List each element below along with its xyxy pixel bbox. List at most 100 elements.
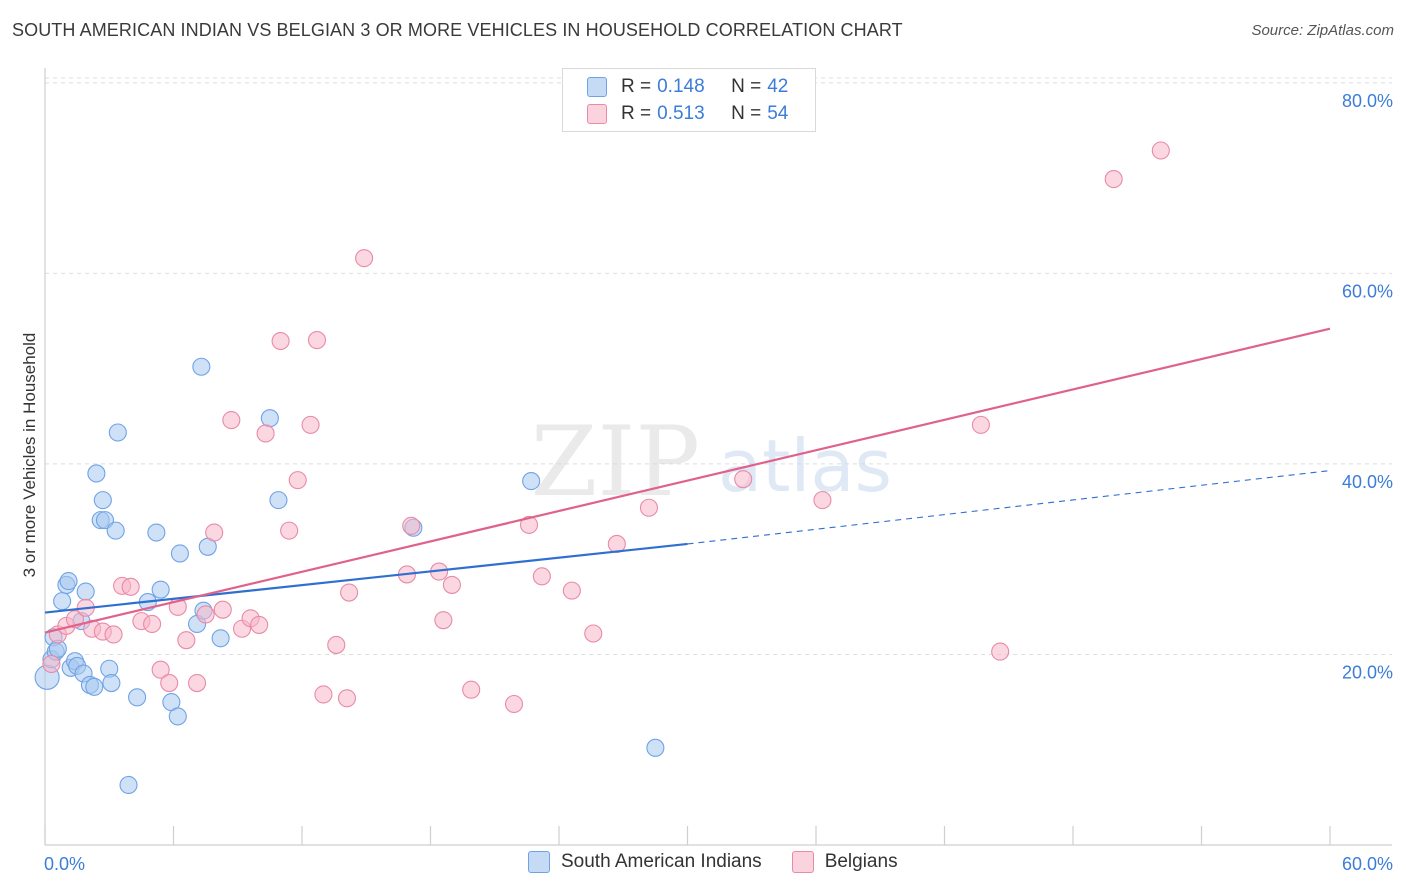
watermark-zip: ZIP bbox=[531, 406, 700, 518]
legend-r-label: R = bbox=[621, 76, 652, 97]
legend-n-value: 42 bbox=[767, 76, 789, 97]
data-point bbox=[504, 694, 524, 714]
trend-lines bbox=[44, 327, 1331, 634]
legend-swatch-blue bbox=[587, 77, 607, 97]
correlation-legend: R = 0.148 N = 42 R = 0.513 N = 54 bbox=[562, 68, 816, 132]
data-point bbox=[76, 582, 95, 601]
series-belgians bbox=[42, 141, 1170, 714]
data-point bbox=[53, 592, 72, 611]
legend-n-label: N = bbox=[731, 76, 762, 97]
data-point bbox=[280, 521, 299, 540]
legend-item-south-american-indians: South American Indians bbox=[528, 851, 762, 873]
data-point bbox=[532, 567, 551, 586]
data-point bbox=[108, 423, 127, 442]
data-point bbox=[143, 614, 162, 634]
legend-swatch-pink bbox=[791, 851, 814, 873]
legend-r-value: 0.513 bbox=[657, 103, 705, 124]
data-point bbox=[151, 580, 170, 599]
data-point bbox=[93, 491, 112, 510]
gridlines bbox=[45, 77, 1392, 655]
legend-r-label: R = bbox=[621, 103, 652, 124]
data-point bbox=[562, 581, 581, 600]
data-point bbox=[327, 635, 346, 654]
data-point bbox=[256, 424, 275, 443]
data-point bbox=[85, 677, 104, 696]
axes bbox=[44, 68, 1392, 846]
data-point bbox=[102, 673, 121, 693]
legend-label: Belgians bbox=[824, 851, 898, 872]
trend-line-extension bbox=[687, 470, 1331, 545]
chart-source: Source: ZipAtlas.com bbox=[1251, 22, 1394, 39]
data-point bbox=[434, 611, 453, 630]
legend-row-belgians: R = 0.513 N = 54 bbox=[587, 102, 797, 126]
data-point bbox=[188, 673, 207, 693]
data-point bbox=[1104, 170, 1123, 189]
y-tick-label: 60.0% bbox=[1342, 281, 1393, 301]
data-point bbox=[991, 642, 1010, 661]
legend-swatch-blue bbox=[528, 851, 550, 873]
data-point bbox=[260, 409, 279, 428]
legend-r-value: 0.148 bbox=[657, 76, 705, 97]
data-point bbox=[271, 331, 290, 351]
data-point bbox=[813, 491, 832, 510]
data-point bbox=[646, 738, 665, 757]
data-point bbox=[288, 471, 307, 490]
watermark-atlas: atlas bbox=[718, 424, 892, 508]
y-tick-label: 20.0% bbox=[1342, 662, 1393, 682]
data-point bbox=[104, 625, 123, 644]
data-point bbox=[340, 583, 359, 602]
data-point bbox=[211, 629, 230, 648]
data-point bbox=[147, 523, 166, 542]
chart-title: SOUTH AMERICAN INDIAN VS BELGIAN 3 OR MO… bbox=[12, 20, 903, 40]
data-point bbox=[196, 605, 215, 624]
data-point bbox=[519, 515, 539, 534]
data-point bbox=[87, 464, 106, 483]
x-tick-label: 60.0% bbox=[1342, 854, 1393, 874]
y-tick-label: 80.0% bbox=[1342, 91, 1393, 111]
series-legend: South American Indians Belgians bbox=[528, 851, 928, 873]
legend-n-value: 54 bbox=[767, 103, 789, 124]
data-point bbox=[106, 521, 125, 540]
data-point bbox=[314, 685, 333, 704]
data-point bbox=[307, 331, 327, 350]
data-point bbox=[462, 680, 481, 699]
data-point bbox=[584, 624, 603, 643]
legend-row-south-american-indians: R = 0.148 N = 42 bbox=[587, 75, 797, 99]
data-point bbox=[734, 470, 753, 489]
trend-line-south-american-indians bbox=[44, 542, 688, 614]
data-point bbox=[121, 577, 140, 596]
x-tick-label: 0.0% bbox=[44, 854, 85, 874]
data-point bbox=[151, 660, 170, 679]
data-point bbox=[160, 673, 179, 693]
data-point bbox=[213, 600, 232, 619]
data-point bbox=[168, 707, 187, 726]
data-point bbox=[442, 575, 461, 594]
data-point bbox=[205, 523, 224, 542]
data-point bbox=[119, 775, 138, 795]
data-point bbox=[971, 415, 990, 434]
data-point bbox=[59, 572, 78, 591]
tick-labels: 20.0% 40.0% 60.0% 80.0% 0.0% 60.0% bbox=[44, 91, 1393, 874]
data-point bbox=[177, 631, 196, 650]
data-point bbox=[301, 415, 320, 434]
watermark: ZIP atlas bbox=[531, 406, 892, 518]
data-point bbox=[170, 544, 189, 563]
data-point bbox=[42, 654, 61, 674]
legend-label: South American Indians bbox=[561, 851, 762, 872]
data-point bbox=[355, 249, 374, 268]
data-point bbox=[269, 491, 288, 510]
trend-line-belgians bbox=[44, 327, 1331, 634]
data-point bbox=[250, 615, 269, 634]
legend-n-label: N = bbox=[731, 103, 762, 124]
data-point bbox=[192, 357, 211, 376]
y-tick-label: 40.0% bbox=[1342, 472, 1393, 492]
data-point bbox=[639, 498, 659, 517]
data-point bbox=[222, 411, 241, 430]
legend-item-belgians: Belgians bbox=[791, 851, 898, 873]
data-point bbox=[1151, 141, 1170, 160]
data-point bbox=[522, 472, 541, 491]
legend-swatch-pink bbox=[587, 104, 607, 124]
data-point bbox=[402, 516, 421, 535]
data-point bbox=[337, 689, 357, 708]
